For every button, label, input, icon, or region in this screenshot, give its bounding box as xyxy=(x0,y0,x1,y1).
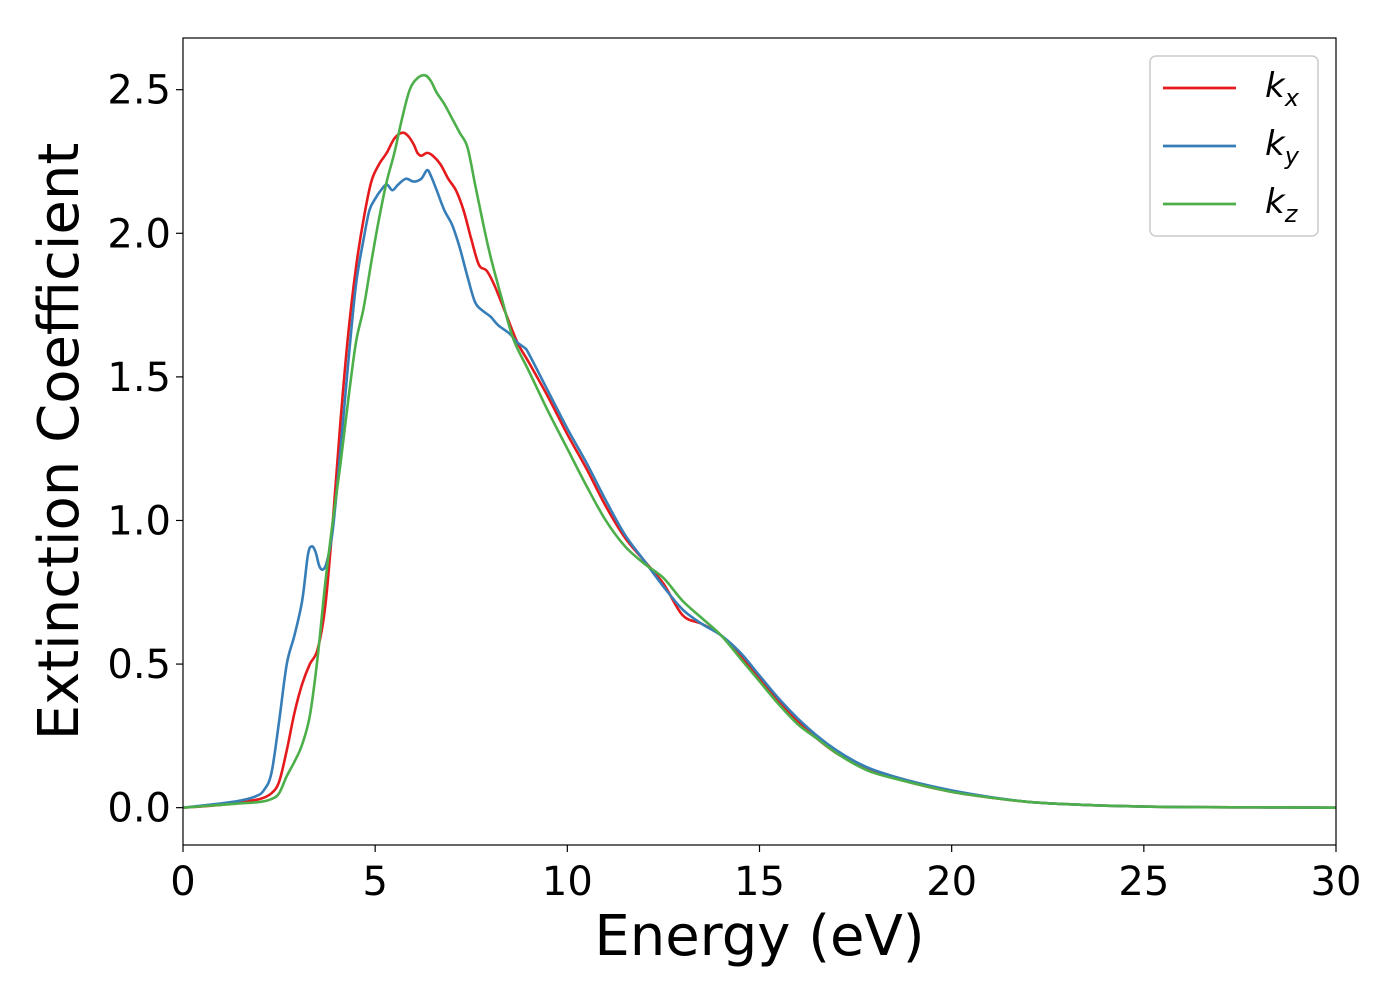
y-tick-label: 0.0 xyxy=(107,786,171,832)
legend-label-y: ky xyxy=(1265,124,1300,170)
y-axis-title: Extinction Coefficient xyxy=(27,143,92,741)
legend-label-main: k xyxy=(1265,66,1286,106)
x-tick-label: 5 xyxy=(362,859,387,905)
x-tick-label: 15 xyxy=(734,859,785,905)
legend-label-subscript: z xyxy=(1284,200,1299,228)
x-tick-label: 20 xyxy=(926,859,977,905)
x-tick-label: 30 xyxy=(1311,859,1362,905)
legend-label-x: kx xyxy=(1265,66,1300,112)
y-tick-label: 2.0 xyxy=(107,211,171,257)
x-tick-label: 25 xyxy=(1118,859,1169,905)
y-axis: 0.0 0.5 1.0 1.5 2.0 2.5 xyxy=(107,68,183,832)
x-tick-label: 0 xyxy=(170,859,195,905)
legend-label-z: kz xyxy=(1265,182,1299,228)
x-axis: 0 5 10 15 20 25 30 xyxy=(170,845,1361,905)
series-line-y xyxy=(183,168,1336,809)
series-layer xyxy=(183,73,1336,809)
legend-label-main: k xyxy=(1265,182,1286,222)
legend-label-subscript: y xyxy=(1284,142,1300,170)
y-tick-label: 1.0 xyxy=(107,498,171,544)
legend-label-subscript: x xyxy=(1284,84,1300,112)
legend-label-main: k xyxy=(1265,124,1286,164)
x-axis-title: Energy (eV) xyxy=(594,904,924,969)
y-tick-label: 2.5 xyxy=(107,68,171,114)
y-tick-label: 0.5 xyxy=(107,642,171,688)
x-tick-label: 10 xyxy=(542,859,593,905)
y-tick-label: 1.5 xyxy=(107,355,171,401)
series-line-z xyxy=(183,73,1336,809)
